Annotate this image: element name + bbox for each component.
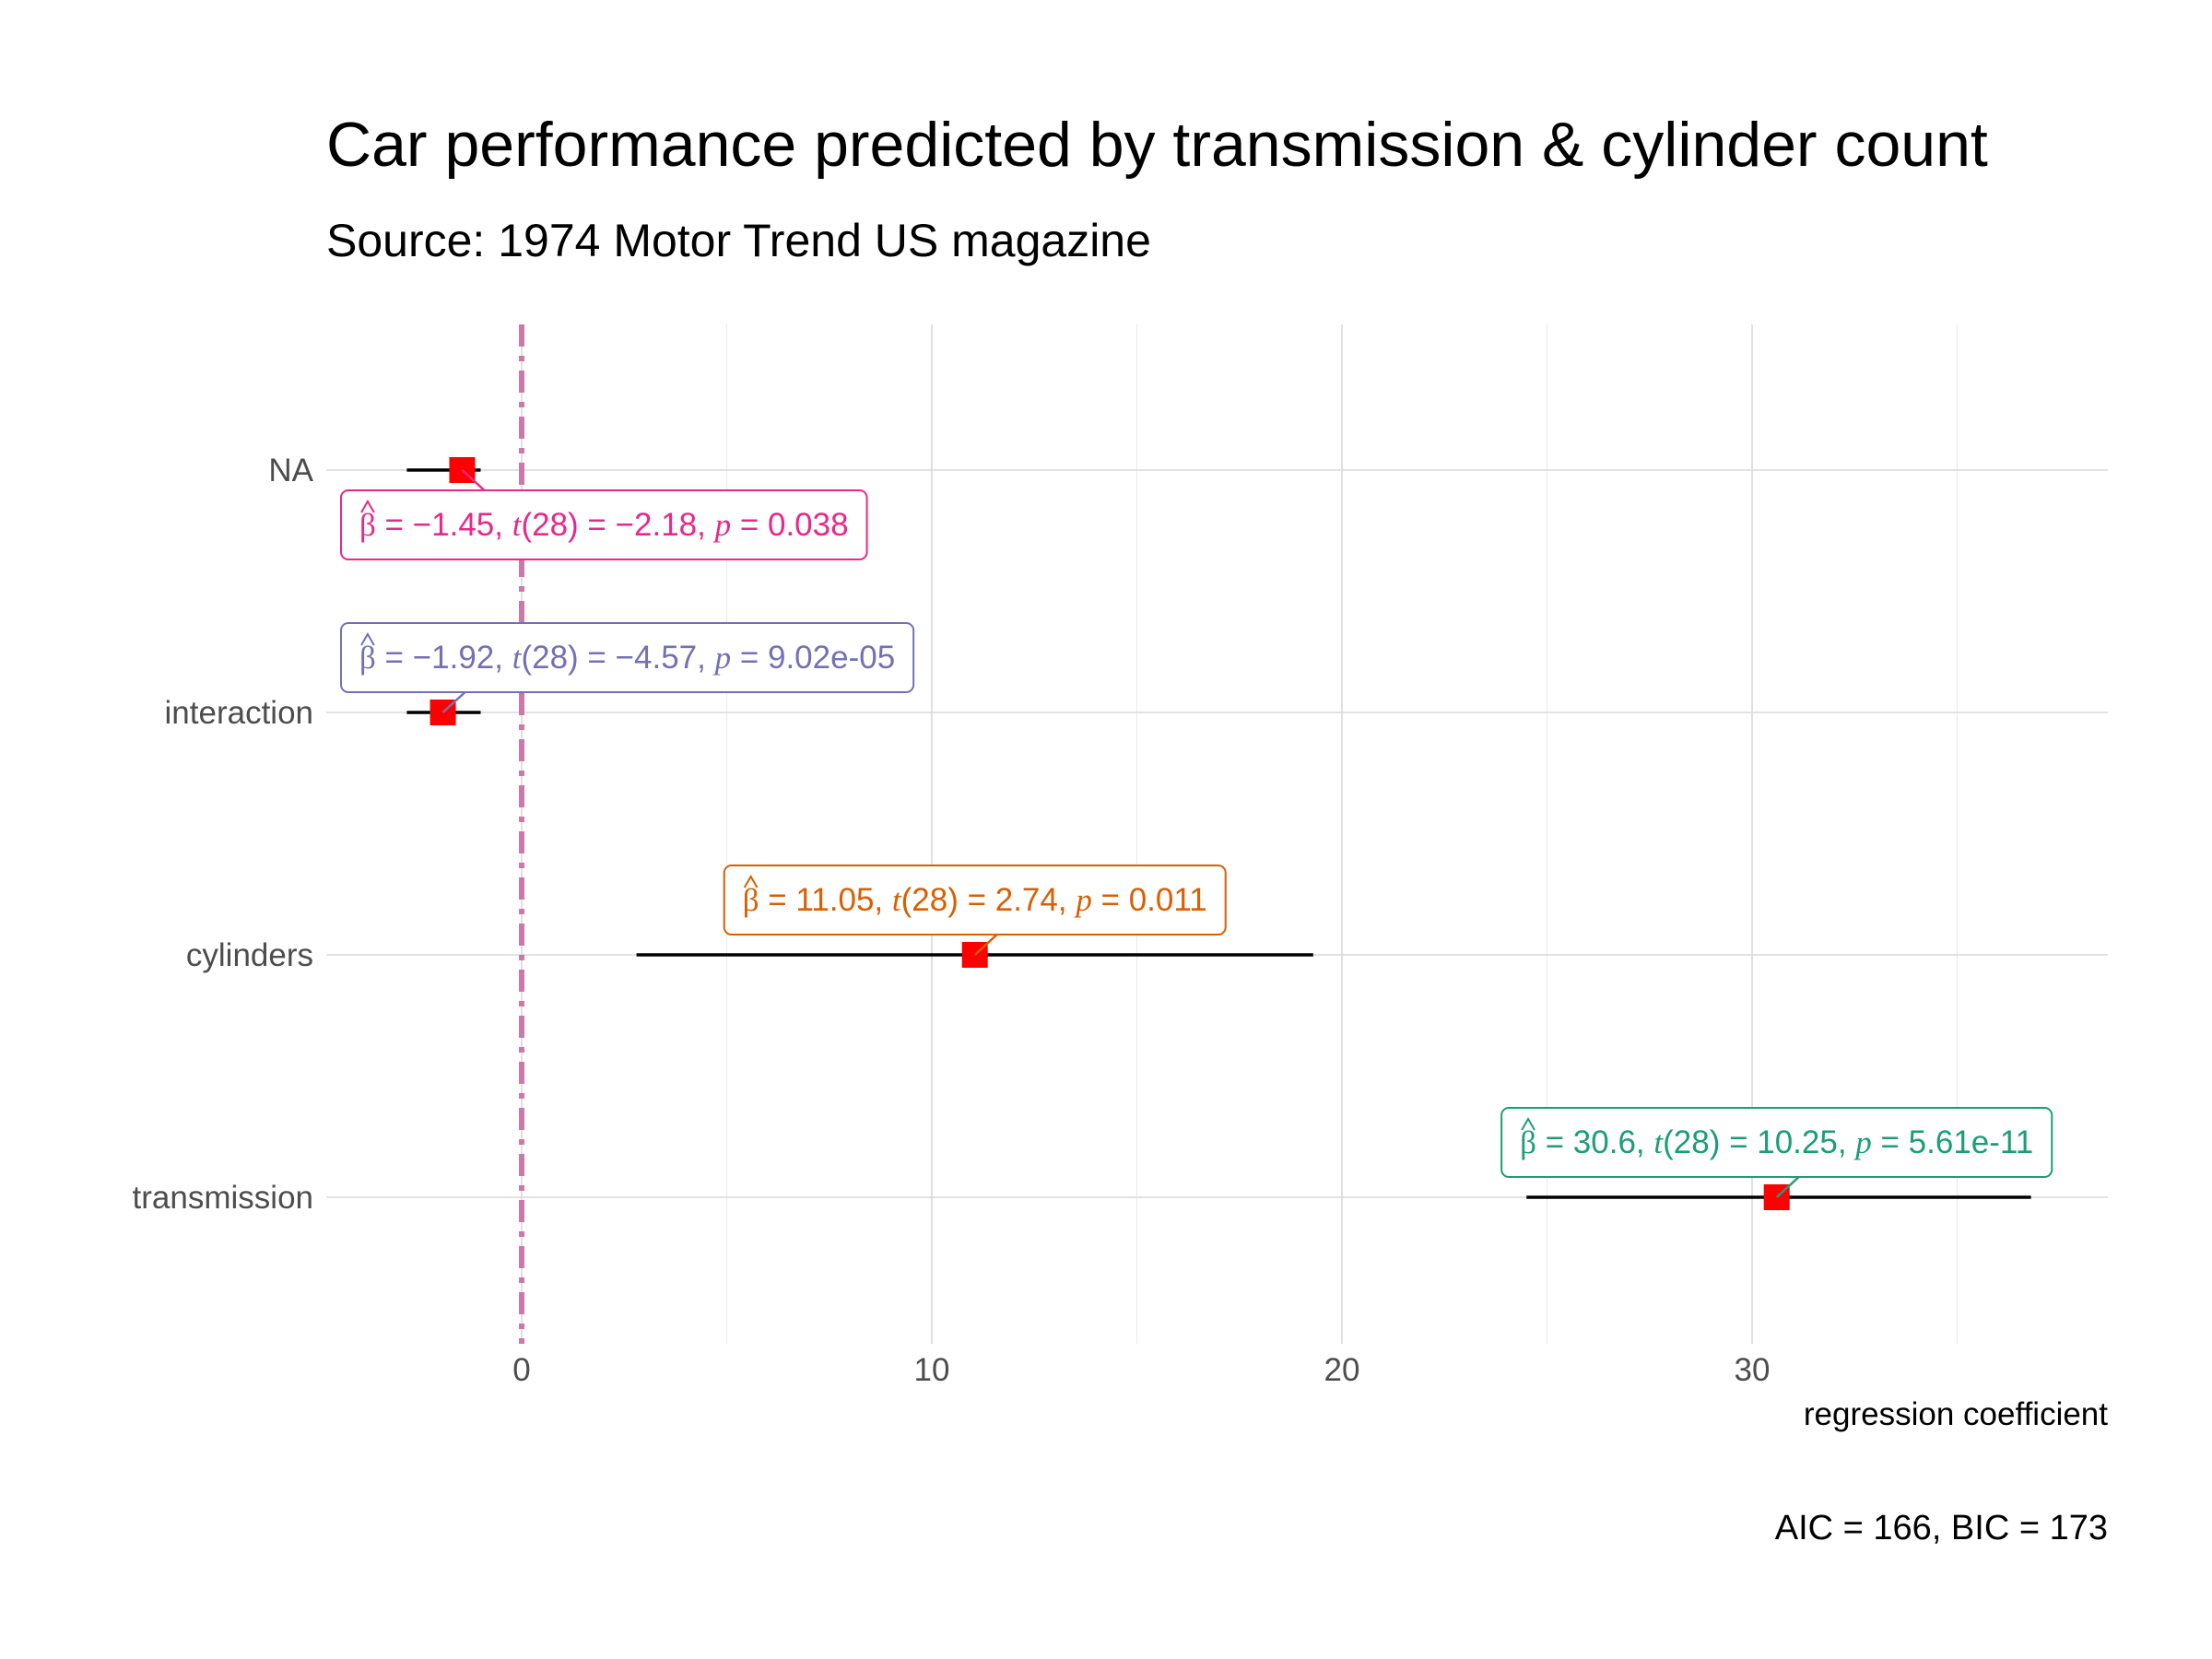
estimate-label-text: β = −1.45, t(28) = −2.18, p = 0.038 [359, 507, 849, 543]
estimate-points [429, 457, 1790, 1210]
x-axis-title: regression coefficient [1804, 1396, 2108, 1432]
estimate-labels: β = −1.45, t(28) = −2.18, p = 0.038 β = −… [340, 469, 2053, 1198]
estimate-label: β = −1.92, t(28) = −4.57, p = 9.02e-05 [340, 622, 915, 713]
x-tick-label: 30 [1735, 1352, 1771, 1388]
label-leader [441, 691, 466, 713]
label-leader [973, 934, 998, 956]
estimate-label-text: β = −1.92, t(28) = −4.57, p = 9.02e-05 [359, 640, 895, 676]
grid-lines [326, 324, 2108, 1344]
x-tick-labels: 0 10 20 30 [512, 1352, 1770, 1388]
x-tick-label: 10 [914, 1352, 950, 1388]
y-tick-label: transmission [133, 1180, 313, 1216]
beta-hat-mark [1521, 1116, 1535, 1131]
estimate-label-text: β = 11.05, t(28) = 2.74, p = 0.011 [743, 882, 1207, 918]
label-leader [461, 469, 486, 491]
estimate-label: β = 30.6, t(28) = 10.25, p = 5.61e-11 [1500, 1107, 2053, 1198]
y-tick-label: interaction [165, 695, 313, 731]
x-tick-label: 20 [1324, 1352, 1360, 1388]
confidence-intervals [406, 468, 2031, 1199]
estimate-label: β = −1.45, t(28) = −2.18, p = 0.038 [340, 469, 868, 560]
estimate-label-text: β = 30.6, t(28) = 10.25, p = 5.61e-11 [1520, 1124, 2033, 1160]
beta-hat-mark [360, 499, 375, 513]
x-tick-label: 0 [512, 1352, 530, 1388]
estimate-label-box [340, 489, 868, 560]
chart-caption: AIC = 166, BIC = 173 [1775, 1509, 2108, 1547]
chart-title: Car performance predicted by transmissio… [326, 110, 1988, 180]
y-tick-label: cylinders [186, 937, 313, 973]
estimate-label-box [1500, 1107, 2053, 1178]
label-leader [1775, 1176, 1800, 1198]
chart-subtitle: Source: 1974 Motor Trend US magazine [326, 215, 1151, 266]
y-tick-labels: NA interaction cylinders transmission [133, 453, 314, 1216]
beta-hat-mark [743, 874, 759, 888]
estimate-label: β = 11.05, t(28) = 2.74, p = 0.011 [723, 865, 1227, 956]
y-tick-label: NA [268, 453, 313, 488]
estimate-label-box [723, 865, 1227, 935]
beta-hat-mark [360, 631, 375, 646]
estimate-label-box [340, 622, 915, 693]
